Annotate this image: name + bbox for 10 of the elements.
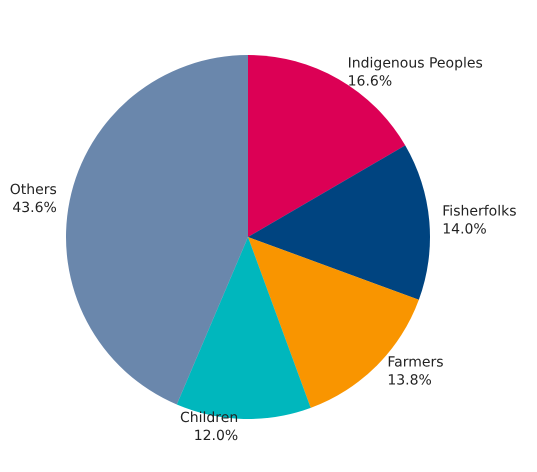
slice-label: Children	[180, 410, 238, 426]
data-label: 13.8%	[387, 372, 432, 388]
slice-label: Farmers	[387, 354, 444, 370]
slice-label: Fisherfolks	[442, 203, 517, 220]
slice-label: Others	[10, 182, 57, 198]
data-label: 12.0%	[194, 428, 238, 444]
data-label: 43.6%	[12, 200, 57, 216]
data-label: 16.6%	[348, 73, 392, 90]
slice-label: Indigenous Peoples	[348, 55, 483, 72]
data-label: 14.0%	[442, 221, 487, 238]
